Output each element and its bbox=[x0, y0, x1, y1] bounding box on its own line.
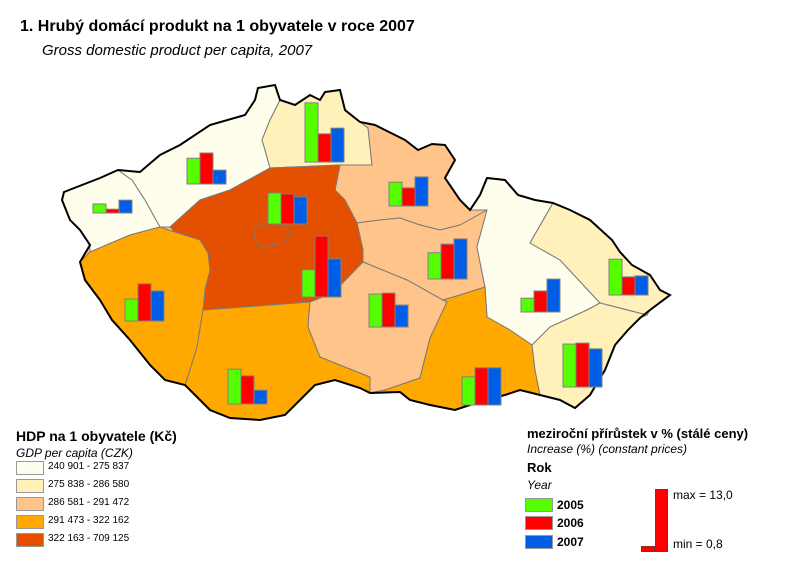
growth-bars-jihocesky bbox=[227, 368, 268, 405]
year-legend-title: Rok bbox=[527, 460, 552, 475]
bar-2005 bbox=[368, 293, 383, 328]
bar-2007 bbox=[253, 389, 268, 405]
bar-2005 bbox=[267, 192, 282, 225]
growth-bars-kralovehradecky bbox=[388, 176, 429, 207]
bar-2005 bbox=[388, 181, 403, 207]
bar-2007 bbox=[293, 196, 308, 225]
gdp-class-label: 291 473 - 322 162 bbox=[48, 515, 130, 526]
bar-2006 bbox=[240, 375, 255, 405]
year-swatch-2005 bbox=[525, 498, 553, 512]
bar-2007 bbox=[150, 290, 165, 322]
figure-subtitle: Gross domestic product per capita, 2007 bbox=[42, 42, 313, 59]
bar-2007 bbox=[118, 199, 133, 214]
gdp-legend-subtitle: GDP per capita (CZK) bbox=[16, 446, 133, 460]
bar-2006 bbox=[401, 187, 416, 207]
bar-2007 bbox=[588, 348, 603, 388]
min-label: min = 0,8 bbox=[673, 537, 723, 551]
country-border bbox=[60, 83, 672, 422]
bar-2005 bbox=[461, 376, 476, 406]
bar-2006 bbox=[440, 243, 455, 280]
bar-2007 bbox=[212, 169, 227, 185]
bar-2006 bbox=[314, 235, 329, 298]
year-swatch-2007 bbox=[525, 535, 553, 549]
bar-2006 bbox=[533, 290, 548, 313]
bar-2006 bbox=[199, 152, 214, 185]
bar-2007 bbox=[546, 278, 561, 313]
growth-bars-olomoucky bbox=[520, 278, 561, 313]
gdp-class-swatch bbox=[16, 497, 44, 511]
bar-2006 bbox=[575, 342, 590, 388]
growth-bars-ustecky bbox=[186, 152, 227, 185]
growth-bars-stredocesky bbox=[301, 235, 342, 298]
growth-bars-vysocina bbox=[368, 292, 409, 328]
bar-2005 bbox=[92, 203, 107, 214]
bar-2005 bbox=[301, 269, 316, 298]
gdp-class-label: 240 901 - 275 837 bbox=[48, 461, 130, 472]
bar-2005 bbox=[304, 102, 319, 163]
gdp-class-swatch bbox=[16, 461, 44, 475]
growth-legend-title: meziroční přírůstek v % (stálé ceny) bbox=[527, 426, 749, 441]
bar-2005 bbox=[562, 343, 577, 388]
bar-2007 bbox=[634, 275, 649, 296]
bar-2007 bbox=[394, 304, 409, 328]
gdp-class-label: 322 163 - 709 125 bbox=[48, 533, 130, 544]
gdp-class-swatch bbox=[16, 533, 44, 547]
bar-2006 bbox=[280, 193, 295, 225]
growth-bars-pardubicky bbox=[427, 238, 468, 280]
bar-2005 bbox=[427, 252, 442, 280]
gdp-class-swatch bbox=[16, 479, 44, 493]
bar-2007 bbox=[414, 176, 429, 207]
bar-2005 bbox=[186, 157, 201, 185]
gdp-class-swatch bbox=[16, 515, 44, 529]
gdp-class-label: 286 581 - 291 472 bbox=[48, 497, 130, 508]
bar-2005 bbox=[227, 368, 242, 405]
growth-bars-liberecky bbox=[304, 102, 345, 163]
growth-bars-karlovarsky bbox=[92, 199, 133, 214]
bar-2007 bbox=[487, 367, 502, 406]
growth-bars-jihomoravsky bbox=[461, 367, 502, 406]
bar-2006 bbox=[317, 133, 332, 163]
gdp-class-label: 275 838 - 286 580 bbox=[48, 479, 130, 490]
bar-2005 bbox=[608, 258, 623, 296]
bar-2005 bbox=[520, 297, 535, 313]
bar-2007 bbox=[327, 258, 342, 298]
growth-legend-subtitle: Increase (%) (constant prices) bbox=[527, 442, 688, 456]
growth-bars-plzensky bbox=[124, 283, 165, 322]
min-scale-bar bbox=[641, 546, 655, 552]
year-label-2005: 2005 bbox=[557, 498, 584, 512]
gdp-legend-title: HDP na 1 obyvatele (Kč) bbox=[16, 428, 177, 444]
bar-2006 bbox=[381, 292, 396, 328]
bar-2006 bbox=[105, 208, 120, 214]
bar-2007 bbox=[453, 238, 468, 280]
growth-bars-zlinsky bbox=[562, 342, 603, 388]
growth-bars-moravskoslezsky bbox=[608, 258, 649, 296]
max-scale-bar bbox=[655, 489, 668, 552]
bar-2007 bbox=[330, 127, 345, 163]
year-legend-subtitle: Year bbox=[527, 478, 552, 492]
max-label: max = 13,0 bbox=[673, 488, 733, 502]
bar-2006 bbox=[621, 276, 636, 296]
growth-bars-praha bbox=[267, 192, 308, 225]
bar-2005 bbox=[124, 298, 139, 322]
year-label-2006: 2006 bbox=[557, 516, 584, 530]
year-label-2007: 2007 bbox=[557, 535, 584, 549]
figure-title: 1. Hrubý domácí produkt na 1 obyvatele v… bbox=[20, 18, 415, 35]
bar-2006 bbox=[474, 367, 489, 406]
year-swatch-2006 bbox=[525, 516, 553, 530]
bar-2006 bbox=[137, 283, 152, 322]
